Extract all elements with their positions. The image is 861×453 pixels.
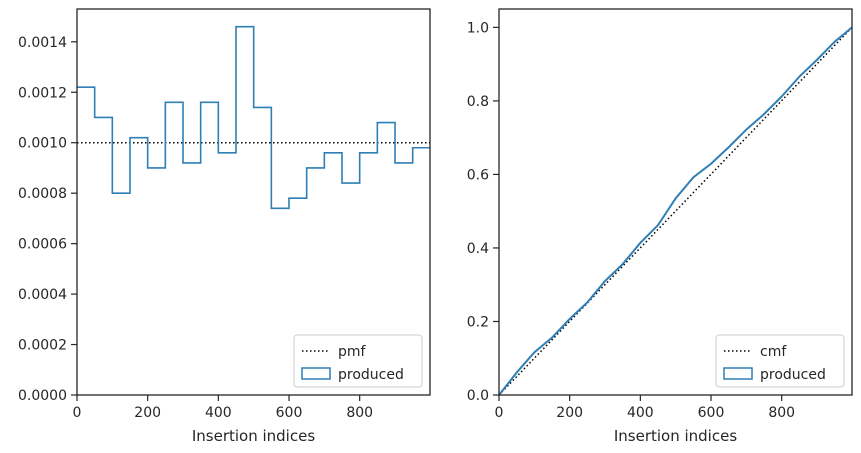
plot-frame — [498, 8, 853, 396]
x-tick-label: 800 — [346, 405, 373, 421]
x-tick-label: 200 — [134, 405, 161, 421]
y-tick-label: 0.0000 — [18, 388, 67, 404]
y-tick-label: 0.0006 — [18, 237, 67, 253]
series-produced — [77, 25, 430, 210]
cumulative-panel: 0 200 400 600 800 0.0 0.2 0.4 0.6 0.8 1.0 Insertion… — [467, 8, 853, 445]
legend-label-produced: produced — [760, 367, 826, 383]
y-tick-label: 0.0010 — [18, 136, 67, 152]
y-tick-label: 0.0002 — [18, 338, 67, 354]
y-tick-label: 0.0 — [467, 388, 489, 404]
legend-swatch-produced — [301, 367, 331, 380]
histogram-panel: 0 200 400 600 800 0.0000 0.0002 0.0004 0.0006 0.0… — [18, 8, 431, 445]
y-tick-label: 0.4 — [467, 241, 489, 257]
y-tick-label: 1.0 — [467, 20, 489, 36]
x-tick-label: 600 — [698, 405, 725, 421]
legend-box — [293, 334, 423, 388]
x-tick-label: 400 — [627, 405, 654, 421]
y-tick-label: 0.0014 — [18, 35, 67, 51]
series-produced — [498, 26, 853, 396]
y-tick-label: 0.0008 — [18, 186, 67, 202]
x-tick-label: 0 — [495, 405, 504, 421]
legend-label-produced: produced — [338, 367, 404, 383]
x-tick-label: 800 — [768, 405, 795, 421]
y-tick-label: 0.0012 — [18, 85, 67, 101]
y-tick-label: 0.6 — [467, 167, 489, 183]
legend: cmf produced — [715, 334, 845, 388]
x-axis-title: Insertion indices — [614, 427, 737, 445]
x-tick-label: 600 — [276, 405, 303, 421]
x-tick-label: 400 — [205, 405, 232, 421]
series-cmf — [498, 26, 853, 396]
legend-box — [715, 334, 845, 388]
x-tick-label: 0 — [73, 405, 82, 421]
legend: pmf produced — [293, 334, 423, 388]
y-tick-label: 0.2 — [467, 314, 489, 330]
legend-label-cmf: cmf — [760, 344, 787, 360]
legend-label-pmf: pmf — [338, 344, 367, 360]
y-tick-label: 0.8 — [467, 94, 489, 110]
x-axis-title: Insertion indices — [192, 427, 315, 445]
y-tick-label: 0.0004 — [18, 287, 67, 303]
legend-swatch-produced — [723, 367, 753, 380]
plot-frame — [76, 8, 431, 396]
x-tick-label: 200 — [556, 405, 583, 421]
